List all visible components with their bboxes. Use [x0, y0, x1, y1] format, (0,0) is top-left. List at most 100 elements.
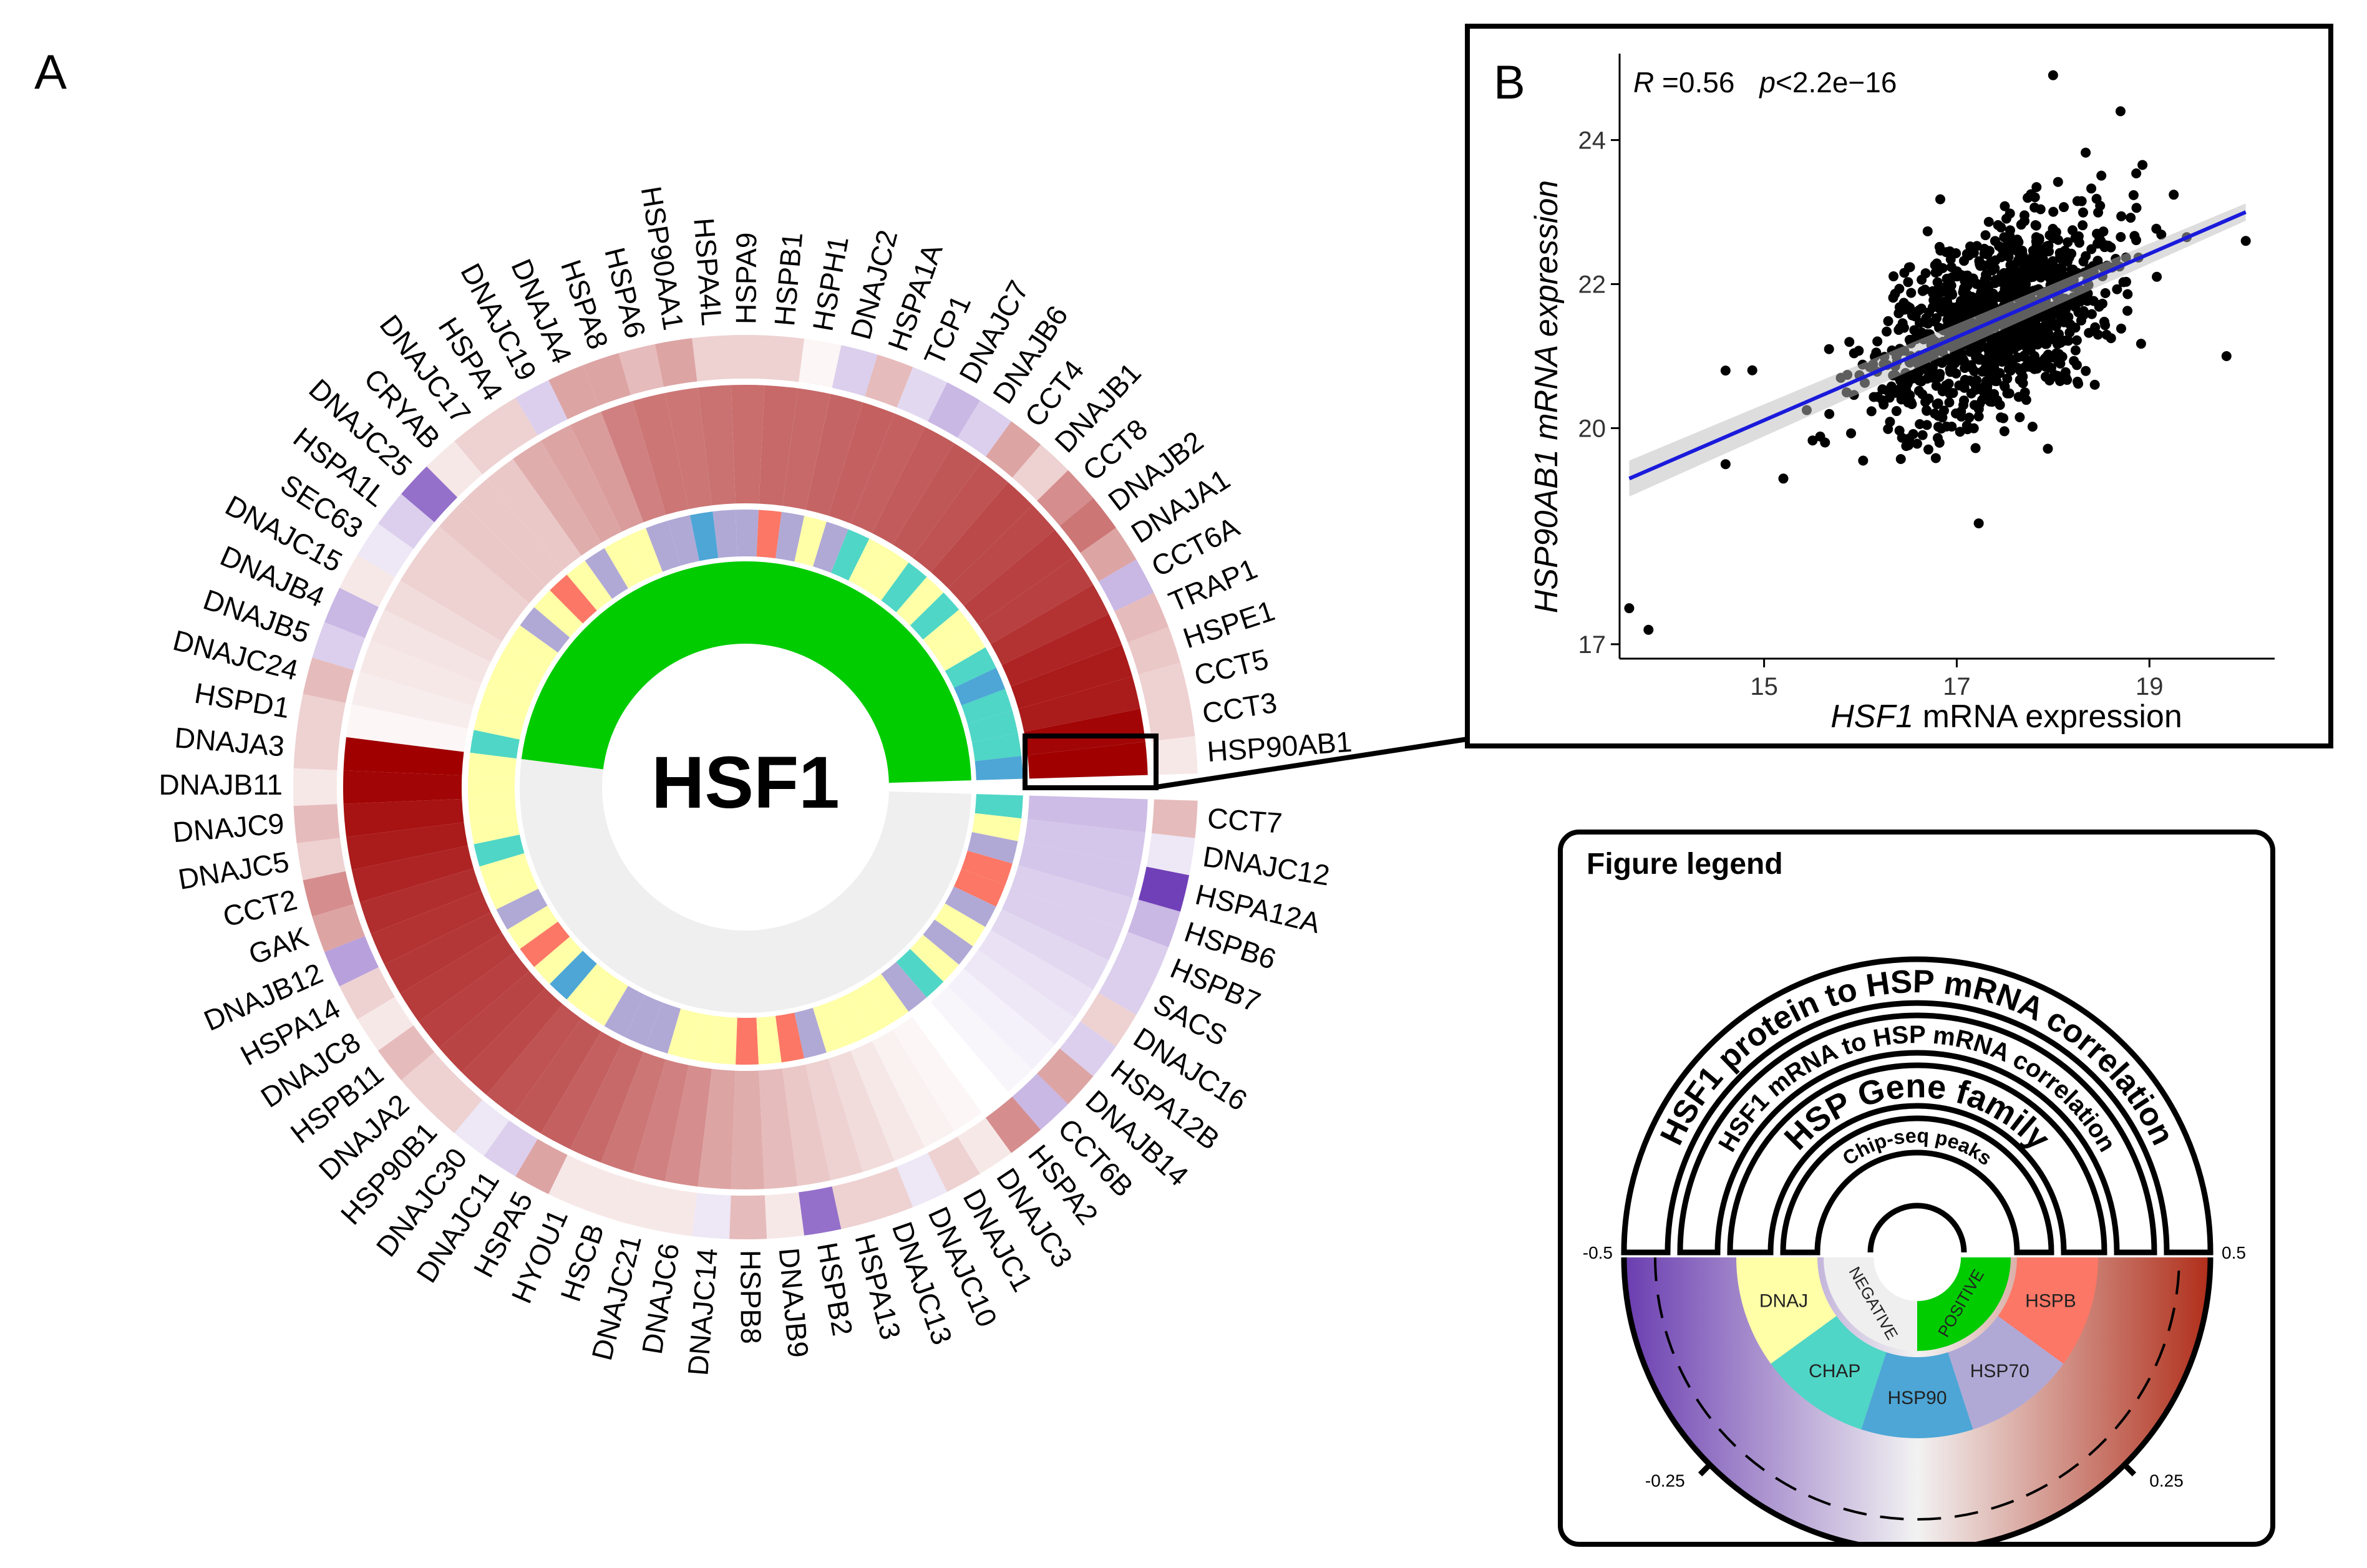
scatter-point — [2041, 339, 2052, 349]
scatter-point — [1891, 406, 1902, 417]
scatter-point — [2089, 325, 2099, 336]
scatter-point — [1927, 302, 1938, 312]
scatter-point — [1915, 419, 1925, 430]
scatter-point — [1885, 417, 1895, 427]
scatter-point — [2030, 269, 2041, 280]
protein-corr-cell-hsp90ab1 — [1028, 742, 1148, 779]
family-cell-dnajc6 — [689, 1013, 719, 1063]
scatter-point — [1989, 389, 2000, 399]
scatter-point — [2042, 260, 2053, 271]
scatter-panel: B R =0.56 p<2.2e−16 17 20 22 24 15 17 19 HSF1 m… — [1465, 24, 2333, 748]
zoom-connector — [1155, 737, 1468, 790]
family-cell-trap1 — [953, 667, 1006, 705]
legend-arc-band — [1677, 1012, 2157, 1256]
gene-label-hspb1: HSPB1 — [768, 231, 809, 327]
scatter-point — [1913, 305, 1924, 316]
scatter-point — [2073, 307, 2084, 317]
family-cell-hspa13 — [794, 1007, 827, 1058]
protein-corr-cell-hspb7 — [1001, 888, 1122, 961]
scatter-point — [1824, 344, 1834, 354]
family-cell-hspb7 — [953, 869, 1006, 907]
scale-outline — [1621, 1257, 2214, 1542]
legend-scale-label: -0.5 — [1583, 1243, 1613, 1262]
scatter-point — [2062, 375, 2073, 385]
mrna-corr-cell-dnajb2 — [1059, 498, 1116, 553]
legend-family-label: HSP90 — [1887, 1388, 1947, 1408]
scatter-point — [1959, 283, 1970, 293]
mrna-corr-cell-dnajc25 — [401, 466, 458, 523]
scatter-point — [2136, 339, 2146, 349]
mrna-corr-cell-hscb — [583, 1168, 631, 1221]
family-cell-dnajc16 — [935, 903, 986, 947]
scatter-point — [1849, 348, 1859, 359]
mrna-corr-cell-dnajc9 — [293, 804, 341, 844]
mrna-corr-cell-cct6a — [1098, 559, 1154, 612]
mrna-corr-cell-hspa8 — [583, 353, 631, 406]
scatter-point — [1948, 314, 1959, 325]
protein-corr-cell-cct8 — [948, 505, 1055, 606]
gene-label-dnajc14: DNAJC14 — [681, 1247, 724, 1377]
scatter-point — [1747, 365, 1757, 375]
protein-corr-cell-dnajc12 — [1024, 819, 1145, 866]
scatter-point — [1903, 262, 1914, 273]
scatter-point — [2030, 220, 2041, 230]
scatter-point — [1989, 362, 2000, 372]
scatter-point — [1970, 378, 1981, 389]
scatter-point — [2081, 147, 2091, 158]
mrna-corr-cell-cryab — [426, 441, 483, 498]
protein-corr-cell-hsp90b1 — [462, 988, 563, 1095]
mrna-corr-cell-cct7 — [1151, 799, 1198, 838]
scatter-point — [2060, 336, 2071, 346]
family-cell-dnajc12 — [971, 813, 1022, 841]
scatter-point — [2129, 231, 2140, 241]
protein-corr-cell-dnajc25 — [439, 501, 546, 604]
scatter-point — [2000, 201, 2010, 211]
scatter-point — [2152, 271, 2162, 282]
legend-inner-arc — [1867, 1203, 1967, 1253]
scatter-point — [2040, 372, 2051, 382]
mrna-corr-cell-hsph1 — [799, 339, 842, 388]
scatter-point — [1913, 385, 1924, 396]
scatter-point — [2019, 387, 2030, 398]
scatter-point — [2000, 273, 2011, 284]
scatter-point — [2131, 168, 2142, 178]
protein-corr-cell-hspa6 — [632, 393, 689, 515]
scatter-point — [1944, 397, 1955, 408]
scatter-point — [2020, 266, 2031, 276]
legend-arc-band — [1780, 1115, 2054, 1256]
gene-label-dnajb9: DNAJB9 — [773, 1246, 815, 1358]
protein-corr-cell-dnaja3 — [343, 737, 464, 776]
family-cell-hscb — [646, 1002, 681, 1054]
scatter-point — [1996, 412, 2006, 423]
mrna-corr-cell-dnajb1 — [1012, 444, 1069, 501]
scatter-point — [2098, 226, 2109, 237]
scatter-point — [2034, 251, 2045, 262]
scatter-point — [1933, 398, 1943, 409]
panel-b-letter: B — [1494, 56, 1525, 109]
family-cell-hsph1 — [775, 511, 805, 562]
family-cell-hspa6 — [668, 515, 699, 566]
chipseq-positive-arc — [521, 561, 971, 783]
scatter-point — [1996, 252, 2006, 263]
family-cell-hspb1 — [756, 510, 782, 559]
scatter-point — [2031, 236, 2041, 247]
protein-corr-cell-cryab — [462, 479, 563, 586]
scatter-point — [2005, 260, 2016, 271]
scatter-point — [1956, 349, 1967, 359]
scatter-point — [1990, 236, 2000, 246]
mrna-corr-cell-dnajb12 — [324, 936, 379, 987]
mrna-corr-cell-hspa9 — [729, 335, 767, 379]
scatter-point — [2151, 223, 2162, 234]
family-cell-dnajb5 — [479, 685, 531, 722]
protein-corr-cell-hspa1l — [418, 526, 530, 622]
scatter-point — [1930, 409, 1940, 419]
scatter-point — [2095, 200, 2106, 211]
legend-family-chap — [1771, 1316, 1887, 1430]
family-cell-hspa1l — [520, 607, 570, 653]
scatter-point — [2126, 213, 2136, 223]
mrna-corr-cell-dnajc11 — [484, 1120, 538, 1177]
family-cell-hspa4l — [712, 510, 737, 558]
legend-arc-labels: HSF1 protein to HSP mRNA correlationHSF1… — [1621, 956, 2214, 1256]
mrna-corr-cell-hspa12b — [1059, 1021, 1116, 1077]
scatter-point — [2012, 352, 2023, 363]
